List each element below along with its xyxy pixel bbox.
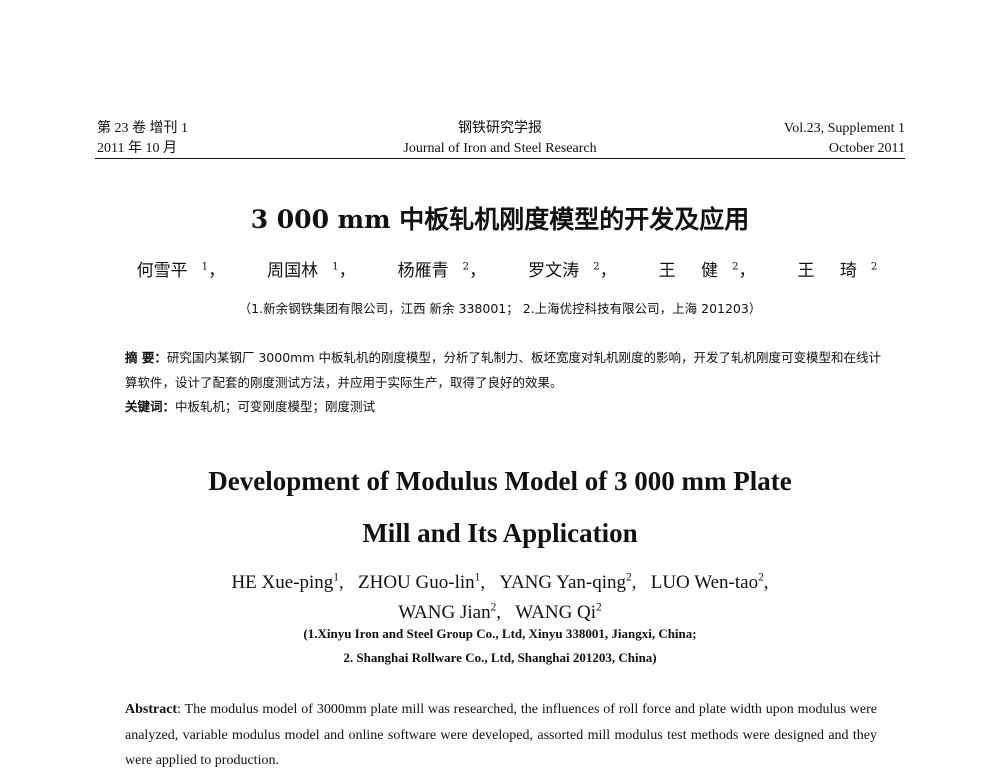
author-affiliation-mark: 1 bbox=[332, 261, 339, 273]
journal-name-en: Journal of Iron and Steel Research bbox=[403, 141, 597, 156]
affiliation-cn: （1.新余钢铁集团有限公司，江西 新余 338001； 2.上海优控科技有限公司… bbox=[238, 301, 762, 316]
abstract-cn: 摘 要：研究国内某钢厂 3000mm 中板轧机的刚度模型，分析了轧制力、板坯宽度… bbox=[125, 346, 885, 420]
author: 王 琦 2 bbox=[783, 261, 877, 281]
author-affiliation-mark: 2 bbox=[462, 261, 470, 273]
header-left: 第 23 卷 增刊 1 2011 年 10 月 bbox=[97, 119, 188, 159]
title-en-line2: Mill and Its Application bbox=[362, 518, 638, 548]
abstract-label-en: Abstract bbox=[125, 702, 178, 717]
author-name: LUO Wen-tao bbox=[650, 572, 759, 594]
author-name: WANG Qi bbox=[515, 601, 597, 623]
affiliation-en-1: (1.Xinyu Iron and Steel Group Co., Ltd, … bbox=[303, 626, 697, 641]
author-affiliation-mark: 1 bbox=[201, 261, 209, 273]
author-name: ZHOU Guo-lin bbox=[358, 572, 475, 594]
author-name: 王 琦 bbox=[797, 261, 857, 281]
keywords-cn: 中板轧机；可变刚度模型；刚度测试 bbox=[175, 399, 376, 414]
author-affiliation-mark: 2 bbox=[490, 601, 497, 614]
author: HE Xue-ping1, bbox=[231, 572, 358, 594]
author: 何雪平 1， bbox=[136, 261, 226, 281]
author-name: WANG Jian bbox=[398, 601, 491, 623]
author-name: HE Xue-ping bbox=[231, 572, 334, 594]
date-cn: 2011 年 10 月 bbox=[97, 141, 177, 156]
volume-en: Vol.23, Supplement 1 bbox=[783, 121, 905, 136]
author: 罗文涛 2， bbox=[528, 261, 617, 281]
affiliation-en: (1.Xinyu Iron and Steel Group Co., Ltd, … bbox=[0, 622, 1000, 670]
abstract-label-cn: 摘 要： bbox=[125, 350, 167, 365]
header-rule bbox=[95, 158, 905, 159]
author-name: 何雪平 bbox=[136, 261, 188, 281]
author-name: 王 健 bbox=[658, 261, 718, 281]
author-name: 周国林 bbox=[267, 261, 319, 281]
author: YANG Yan-qing2, bbox=[499, 572, 651, 594]
affiliation-en-2: 2. Shanghai Rollware Co., Ltd, Shanghai … bbox=[343, 650, 657, 665]
abstract-en: Abstract: The modulus model of 3000mm pl… bbox=[125, 697, 877, 774]
author-affiliation-mark: 2 bbox=[596, 601, 602, 614]
author-affiliation-mark: 2 bbox=[870, 261, 878, 273]
author: ZHOU Guo-lin1, bbox=[358, 572, 500, 594]
title-cn: 3 000 mm 中板轧机刚度模型的开发及应用 bbox=[250, 205, 750, 234]
abstract-text-en: : The modulus model of 3000mm plate mill… bbox=[125, 702, 877, 768]
author-affiliation-mark: 2 bbox=[593, 261, 600, 273]
author-affiliation-mark: 2 bbox=[626, 572, 632, 584]
author-affiliation-mark: 1 bbox=[333, 572, 339, 584]
title-en-line1: Development of Modulus Model of 3 000 mm… bbox=[208, 466, 792, 496]
author-affiliation-mark: 2 bbox=[758, 572, 764, 584]
author-affiliation-mark: 1 bbox=[474, 572, 481, 584]
author: WANG Jian2, bbox=[398, 601, 516, 623]
authors-en: HE Xue-ping1, ZHOU Guo-lin1, YANG Yan-qi… bbox=[0, 566, 1000, 625]
author: WANG Qi2 bbox=[515, 601, 602, 623]
date-en: October 2011 bbox=[828, 141, 905, 156]
header-right: Vol.23, Supplement 1 October 2011 bbox=[784, 119, 905, 159]
author-affiliation-mark: 2 bbox=[731, 261, 739, 273]
author: 王 健 2， bbox=[658, 261, 756, 281]
journal-name-cn: 钢铁研究学报 bbox=[458, 121, 542, 136]
keywords-label-cn: 关键词： bbox=[125, 399, 176, 414]
author-name: 杨雁青 bbox=[397, 261, 449, 281]
author: 杨雁青 2， bbox=[397, 261, 487, 281]
volume-cn: 第 23 卷 增刊 1 bbox=[97, 121, 188, 136]
author-name: 罗文涛 bbox=[528, 261, 580, 281]
author-name: YANG Yan-qing bbox=[499, 572, 627, 594]
author: 周国林 1， bbox=[267, 261, 356, 281]
abstract-text-cn: 研究国内某钢厂 3000mm 中板轧机的刚度模型，分析了轧制力、板坯宽度对轧机刚… bbox=[125, 350, 881, 390]
header-center: 钢铁研究学报 Journal of Iron and Steel Researc… bbox=[0, 119, 1000, 159]
author: LUO Wen-tao2, bbox=[650, 572, 769, 594]
